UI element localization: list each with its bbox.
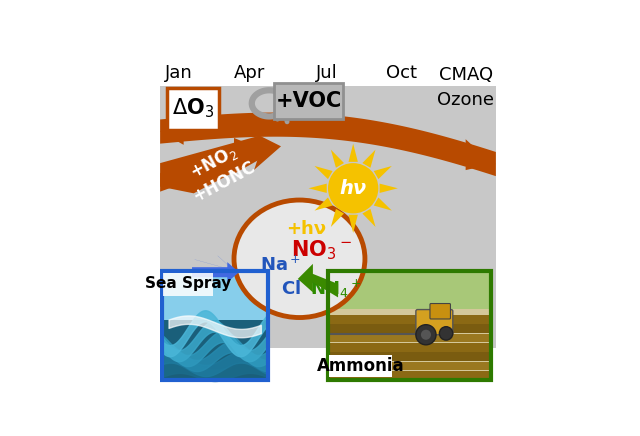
Circle shape [440,327,453,340]
Text: NO$_3$$^-$: NO$_3$$^-$ [291,238,352,262]
Polygon shape [308,184,327,193]
Polygon shape [160,126,281,193]
Polygon shape [160,114,184,145]
Polygon shape [349,143,358,162]
Polygon shape [298,264,338,297]
Polygon shape [160,86,496,348]
Polygon shape [160,52,496,388]
Polygon shape [349,215,358,233]
Text: +hν: +hν [286,220,326,238]
Text: CMAQ: CMAQ [438,66,493,84]
Polygon shape [328,352,491,361]
Polygon shape [328,315,491,324]
Text: $\Delta$O$_3$: $\Delta$O$_3$ [172,97,214,120]
FancyBboxPatch shape [275,83,343,119]
Polygon shape [380,184,398,193]
Polygon shape [162,270,268,380]
Text: Jan: Jan [164,64,193,82]
Polygon shape [362,209,376,227]
Circle shape [421,330,431,340]
Circle shape [416,325,436,345]
FancyBboxPatch shape [430,303,451,319]
Text: +NO$_2$
+HONC: +NO$_2$ +HONC [179,137,259,205]
Polygon shape [328,371,491,380]
Polygon shape [328,334,491,342]
Text: Ammonia: Ammonia [317,357,404,375]
Polygon shape [328,343,491,351]
Polygon shape [328,324,491,333]
Polygon shape [466,139,496,170]
Text: hν: hν [340,179,367,198]
FancyBboxPatch shape [329,355,392,377]
Text: +VOC: +VOC [276,91,342,111]
Polygon shape [331,150,344,168]
Polygon shape [328,270,491,380]
Polygon shape [192,262,239,282]
Polygon shape [328,362,491,370]
Text: Jul: Jul [316,64,337,82]
Polygon shape [160,112,496,176]
Polygon shape [374,198,392,211]
FancyBboxPatch shape [167,88,219,129]
Text: Ozone: Ozone [437,91,494,109]
Polygon shape [160,138,271,192]
FancyBboxPatch shape [163,273,213,296]
Text: Cl$^-$: Cl$^-$ [281,280,314,298]
Polygon shape [362,150,376,168]
Polygon shape [328,270,491,309]
Text: Oct: Oct [387,64,417,82]
Polygon shape [314,198,333,211]
Polygon shape [314,166,333,179]
Circle shape [328,163,378,214]
Polygon shape [162,320,268,380]
Polygon shape [331,209,344,227]
Text: Apr: Apr [234,64,265,82]
FancyBboxPatch shape [416,310,453,335]
Text: Sea Spray: Sea Spray [145,276,231,292]
Text: Na$^+$: Na$^+$ [260,256,301,275]
Ellipse shape [234,200,365,317]
Polygon shape [374,166,392,179]
Text: NH$_4$$^+$: NH$_4$$^+$ [310,278,362,300]
